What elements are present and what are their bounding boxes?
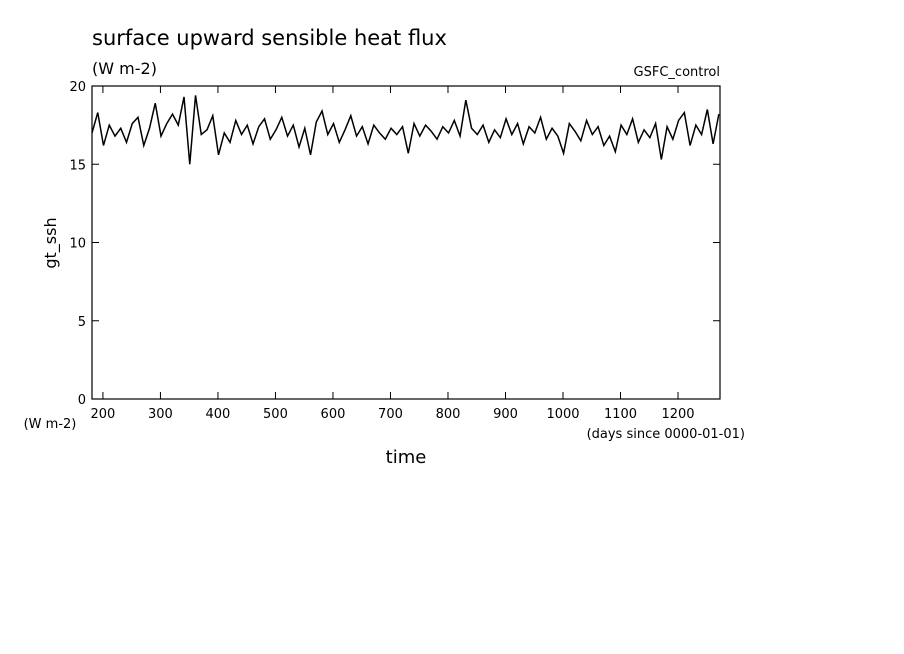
x-tick-label: 900 xyxy=(493,407,518,422)
x-tick-label: 1200 xyxy=(661,407,694,422)
x-units: (days since 0000-01-01) xyxy=(587,427,745,442)
subtitle: (W m-2) xyxy=(92,59,157,78)
x-tick-label: 600 xyxy=(321,407,346,422)
x-tick-label: 500 xyxy=(263,407,288,422)
x-tick-label: 300 xyxy=(148,407,173,422)
x-tick-label: 1100 xyxy=(604,407,637,422)
y-tick-label: 0 xyxy=(78,393,86,408)
x-tick-label: 800 xyxy=(436,407,461,422)
x-tick-label: 1000 xyxy=(546,407,579,422)
y-tick-label: 10 xyxy=(69,237,86,252)
x-tick-label: 700 xyxy=(378,407,403,422)
y-tick-label: 15 xyxy=(69,158,86,173)
x-tick-label: 400 xyxy=(206,407,231,422)
line-series xyxy=(91,95,720,165)
y-tick-label: 20 xyxy=(69,80,86,95)
y-tick-label: 5 xyxy=(78,315,86,330)
y-axis-label: gt_ssh xyxy=(41,217,61,268)
y-units: (W m-2) xyxy=(24,417,77,432)
annotation: GSFC_control xyxy=(634,65,720,80)
x-tick-label: 200 xyxy=(91,407,116,422)
x-axis-label: time xyxy=(386,447,427,468)
chart-title: surface upward sensible heat flux xyxy=(92,26,447,50)
